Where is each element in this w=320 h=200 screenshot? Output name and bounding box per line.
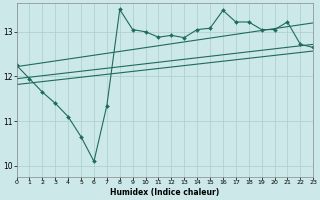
X-axis label: Humidex (Indice chaleur): Humidex (Indice chaleur) <box>110 188 220 197</box>
